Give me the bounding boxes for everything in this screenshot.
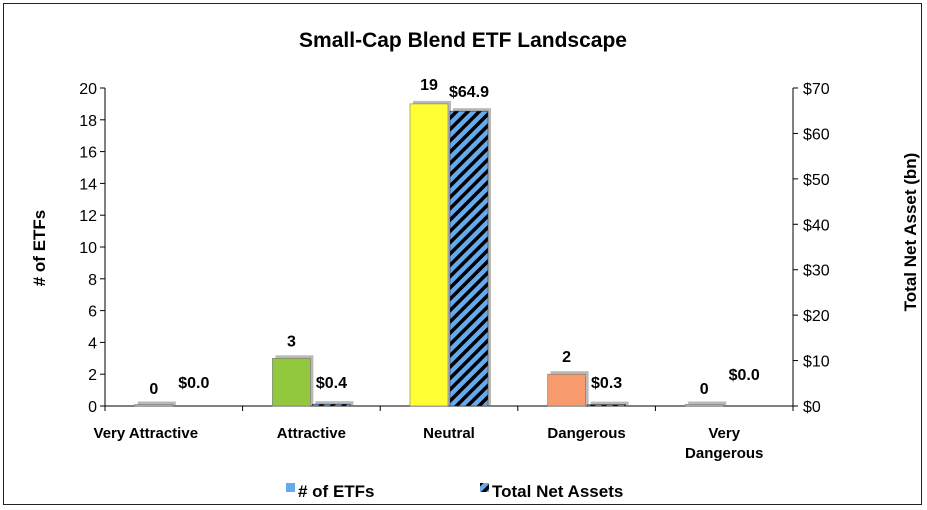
data-label-etf-count: 19 — [420, 77, 438, 94]
legend: # of ETFs Total Net Assets — [286, 482, 623, 501]
category-labels: Very Attractive Attractive Neutral Dangerou… — [94, 425, 764, 462]
legend-swatch-etfs — [286, 483, 295, 492]
bar-etf-count — [409, 103, 449, 407]
right-axis-tick-label: $70 — [803, 81, 830, 98]
category-label: Dangerous — [547, 425, 625, 442]
category-label: Neutral — [423, 425, 475, 442]
left-axis-tick-label: 2 — [88, 367, 97, 384]
right-axis-tick-label: $20 — [803, 308, 830, 325]
chart-title: Small-Cap Blend ETF Landscape — [299, 29, 627, 52]
category-label: Attractive — [277, 425, 346, 442]
left-axis-tick-label: 4 — [88, 335, 97, 352]
bars-group: 0 $0.0 3 $0.4 19 $64.9 2 $0.3 0 $0.0 — [104, 77, 794, 411]
bar-etf-count — [684, 404, 724, 407]
bar-net-assets — [587, 404, 626, 407]
right-axis-tick-label: $30 — [803, 263, 830, 280]
left-axis-label: # of ETFs — [30, 210, 49, 287]
data-label-etf-count: 0 — [700, 381, 709, 398]
bar-shadow — [590, 401, 629, 406]
left-axis-tick-label: 12 — [79, 208, 97, 225]
right-axis-label: Total Net Asset (bn) — [901, 153, 920, 312]
data-label-net-assets: $0.0 — [178, 375, 209, 392]
right-axis-tick-label: $60 — [803, 126, 830, 143]
bar-shadow — [137, 401, 176, 406]
right-axis: $0 $10 $20 $30 $40 $50 $60 $70 — [792, 81, 830, 416]
right-axis-tick-label: $10 — [803, 354, 830, 371]
category-label: Dangerous — [685, 445, 763, 462]
bar-etf-count — [272, 357, 311, 407]
right-axis-tick-label: $0 — [803, 399, 821, 416]
legend-label-assets: Total Net Assets — [492, 482, 623, 501]
data-label-net-assets: $0.0 — [729, 367, 760, 384]
legend-swatch-assets — [480, 483, 489, 492]
right-axis-tick-label: $50 — [803, 172, 830, 189]
bar-etf-count — [547, 373, 586, 407]
left-axis-tick-label: 16 — [79, 145, 97, 162]
data-label-etf-count: 0 — [149, 381, 158, 398]
category-label: Very Attractive — [94, 425, 199, 442]
left-axis-tick-label: 6 — [88, 304, 97, 321]
left-axis-tick-label: 8 — [88, 272, 97, 289]
bar-etf-count — [134, 404, 174, 407]
legend-label-etfs: # of ETFs — [298, 482, 375, 501]
data-label-etf-count: 3 — [287, 333, 296, 350]
bar-shadow — [315, 401, 354, 406]
left-axis-tick-label: 10 — [79, 240, 97, 257]
left-axis-tick-label: 0 — [88, 399, 97, 416]
bar-net-assets — [449, 110, 489, 407]
data-label-etf-count: 2 — [562, 349, 571, 366]
left-axis-tick-label: 20 — [79, 81, 97, 98]
data-label-net-assets: $0.3 — [591, 375, 622, 392]
left-axis: 0 2 4 6 8 10 12 14 16 18 20 — [79, 81, 106, 416]
right-axis-tick-label: $40 — [803, 217, 830, 234]
data-label-net-assets: $64.9 — [449, 84, 489, 101]
left-axis-tick-label: 14 — [79, 176, 97, 193]
bar-shadow — [688, 401, 727, 406]
data-label-net-assets: $0.4 — [316, 375, 347, 392]
bar-net-assets — [312, 403, 351, 407]
category-label: Very — [708, 425, 740, 442]
left-axis-tick-label: 18 — [79, 113, 97, 130]
